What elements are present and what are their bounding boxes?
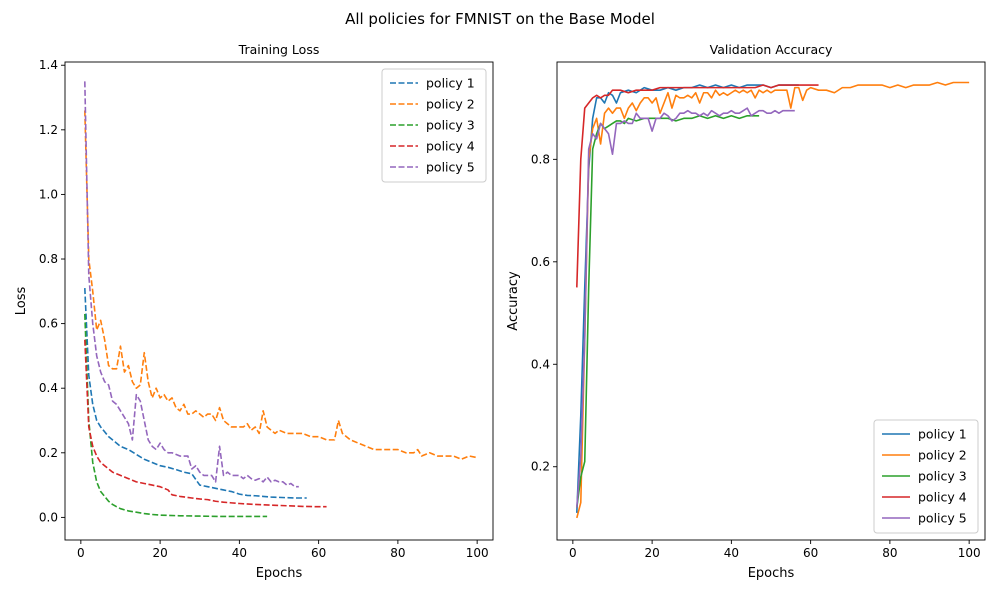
training-loss-y-tick-label: 0.0 [39, 510, 58, 524]
validation-accuracy-x-axis-label: Epochs [748, 566, 795, 581]
training-loss-y-tick-label: 0.8 [39, 252, 58, 266]
validation-accuracy-x-tick-label: 60 [803, 546, 818, 560]
validation-accuracy-x-tick-label: 0 [569, 546, 577, 560]
training-loss-x-tick-label: 40 [232, 546, 247, 560]
training-loss-y-tick-label: 1.0 [39, 187, 58, 201]
validation-accuracy-y-tick-label: 0.2 [531, 460, 550, 474]
validation-accuracy-legend-label-4: policy 4 [918, 490, 967, 505]
validation-accuracy-series-line-4 [576, 84, 819, 288]
validation-accuracy-axes-frame [556, 61, 986, 541]
validation-accuracy-series-line-2 [576, 81, 970, 519]
training-loss-x-tick-label: 60 [311, 546, 326, 560]
training-loss-legend: policy 1 policy 2 policy 3 policy 4 policy 5 [381, 68, 487, 183]
validation-accuracy-panel: 0 20 40 60 80 100 0.2 0.4 0.6 0.8 Validation Accur… [506, 42, 986, 581]
training-loss-title: Training Loss [238, 42, 320, 57]
training-loss-axes-frame [64, 61, 494, 541]
validation-accuracy-legend-label-1: policy 1 [918, 427, 967, 442]
training-loss-legend-label-3: policy 3 [426, 118, 475, 133]
training-loss-series-line-4 [84, 339, 327, 508]
training-loss-x-axis-label: Epochs [256, 566, 303, 581]
training-loss-x-tick-label: 20 [152, 546, 167, 560]
validation-accuracy-legend-label-5: policy 5 [918, 511, 967, 526]
training-loss-legend-box [381, 68, 487, 183]
validation-accuracy-series-line-5 [576, 107, 795, 508]
training-loss-series-line-2 [84, 110, 478, 461]
training-loss-y-tick-label: 1.2 [39, 123, 58, 137]
training-loss-legend-label-4: policy 4 [426, 139, 475, 154]
training-loss-x-tick-label: 100 [466, 546, 489, 560]
training-loss-series-line-3 [84, 313, 268, 518]
training-loss-panel: 0 20 40 60 80 100 0.0 0.2 0.4 0.6 0.8 1.0 1.2 1.4 Trai… [14, 42, 494, 581]
validation-accuracy-y-tick-label: 0.4 [531, 357, 550, 371]
validation-accuracy-y-tick-label: 0.8 [531, 152, 550, 166]
training-loss-legend-label-2: policy 2 [426, 97, 475, 112]
validation-accuracy-legend-label-2: policy 2 [918, 448, 967, 463]
training-loss-y-tick-label: 0.4 [39, 381, 58, 395]
validation-accuracy-x-tick-label: 80 [882, 546, 897, 560]
training-loss-y-axis-label: Loss [14, 287, 29, 316]
training-loss-y-tick-label: 1.4 [39, 58, 58, 72]
validation-accuracy-x-tick-label: 40 [724, 546, 739, 560]
training-loss-legend-label-1: policy 1 [426, 76, 475, 91]
validation-accuracy-x-tick-label: 100 [958, 546, 981, 560]
training-loss-legend-label-5: policy 5 [426, 160, 475, 175]
training-loss-x-tick-label: 80 [390, 546, 405, 560]
training-loss-y-tick-label: 0.6 [39, 317, 58, 331]
validation-accuracy-y-axis-label: Accuracy [506, 271, 521, 331]
training-loss-series-line-1 [84, 288, 307, 499]
validation-accuracy-title: Validation Accuracy [710, 42, 833, 57]
training-loss-series-line-5 [84, 81, 299, 488]
validation-accuracy-legend-label-3: policy 3 [918, 469, 967, 484]
training-loss-x-tick-label: 0 [77, 546, 85, 560]
training-loss-y-tick-label: 0.2 [39, 446, 58, 460]
validation-accuracy-legend: policy 1 policy 2 policy 3 policy 4 policy 5 [873, 419, 979, 534]
validation-accuracy-x-tick-label: 20 [644, 546, 659, 560]
validation-accuracy-legend-box [873, 419, 979, 534]
figure-title: All policies for FMNIST on the Base Mode… [345, 10, 655, 28]
validation-accuracy-y-tick-label: 0.6 [531, 255, 550, 269]
